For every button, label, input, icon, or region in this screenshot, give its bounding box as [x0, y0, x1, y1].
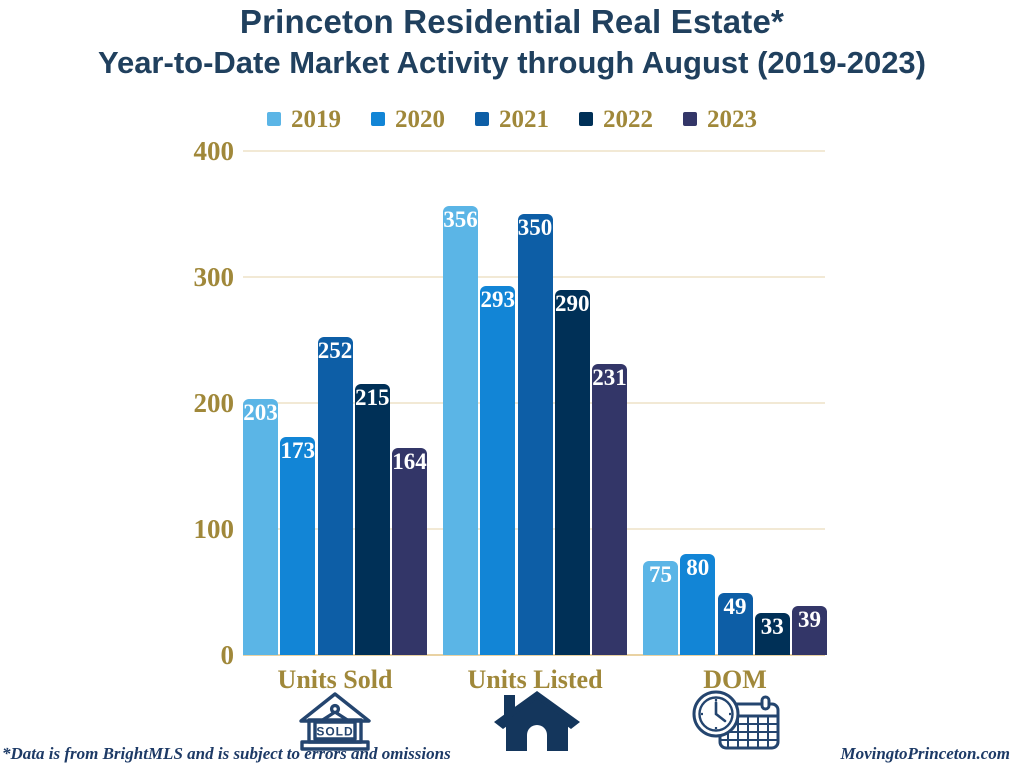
bar-value: 350 — [517, 215, 553, 240]
legend-swatch-icon — [579, 112, 593, 126]
bar-value: 75 — [649, 561, 672, 587]
legend-label: 2019 — [291, 105, 341, 133]
category-label-dom: DOM — [703, 665, 767, 694]
bar-group-units-sold: 203 173 252 215 164 — [243, 151, 427, 655]
bar-2023-dom: 39 — [792, 605, 827, 655]
clock-calendar-icon — [682, 690, 792, 752]
bar-value: 203 — [243, 400, 278, 426]
bar-2020-units-sold: 173 — [280, 437, 316, 655]
legend-item-2020: 2020 — [371, 107, 445, 132]
legend-swatch-icon — [371, 112, 385, 126]
legend-label: 2022 — [603, 105, 653, 133]
bar-2022-units-sold: 215 — [354, 384, 390, 655]
y-tick-100: 100 — [193, 514, 235, 544]
bar-value: 33 — [760, 614, 784, 640]
bar-2021-dom: 49 — [717, 593, 753, 655]
legend-item-2019: 2019 — [267, 107, 341, 132]
legend-label: 2023 — [707, 105, 757, 133]
bar-2019-units-sold: 203 — [243, 399, 278, 655]
bar-2020-dom: 80 — [680, 554, 716, 655]
bar-2023-units-sold: 164 — [392, 448, 427, 655]
legend-item-2021: 2021 — [475, 107, 549, 132]
y-tick-200: 200 — [193, 388, 235, 418]
sold-house-icon: SOLD — [280, 690, 390, 752]
chart-plot-area: 203 173 252 215 164 356 293 350 290 231 75 80 49 33 39 — [243, 150, 827, 656]
gridline-400 — [243, 150, 825, 152]
bar-2019-dom: 75 — [643, 560, 678, 655]
legend-swatch-icon — [683, 112, 697, 126]
bar-2023-units-listed: 231 — [592, 363, 627, 655]
y-tick-400: 400 — [193, 136, 235, 166]
bar-2021-units-sold: 252 — [317, 337, 353, 655]
footnote-source: *Data is from BrightMLS and is subject t… — [2, 744, 451, 763]
x-axis-line — [243, 654, 825, 656]
bar-2022-dom: 33 — [754, 613, 790, 655]
bar-value: 293 — [480, 286, 516, 312]
bar-value: 39 — [798, 606, 821, 632]
bar-value: 356 — [443, 207, 478, 233]
sold-sign-text: SOLD — [316, 725, 353, 739]
bar-value: 215 — [355, 385, 390, 411]
legend-label: 2020 — [395, 105, 445, 133]
legend-swatch-icon — [267, 112, 281, 126]
legend-swatch-icon — [475, 112, 489, 126]
page-subtitle: Year-to-Date Market Activity through Aug… — [97, 45, 926, 80]
y-tick-0: 0 — [220, 640, 235, 670]
y-tick-300: 300 — [193, 262, 235, 292]
bar-value: 173 — [280, 438, 316, 464]
bar-value: 164 — [392, 449, 427, 475]
legend-label: 2021 — [499, 105, 549, 133]
bar-value: 231 — [592, 364, 627, 390]
bar-2020-units-listed: 293 — [480, 285, 516, 655]
bar-value: 49 — [723, 594, 747, 620]
category-label-units-listed: Units Listed — [467, 665, 603, 694]
house-icon — [482, 690, 592, 752]
page-title: Princeton Residential Real Estate* — [239, 3, 785, 40]
category-label-units-sold: Units Sold — [277, 665, 393, 694]
bar-value: 290 — [555, 290, 590, 316]
bar-2019-units-listed: 356 — [443, 206, 478, 655]
footer-website: MovingtoPrinceton.com — [840, 744, 1010, 763]
bar-2022-units-listed: 290 — [554, 289, 590, 655]
bar-group-dom: 75 80 49 33 39 — [643, 151, 827, 655]
bar-value: 252 — [317, 338, 353, 364]
chart-legend: 2019 2020 2021 2022 2023 — [0, 104, 1024, 134]
legend-item-2023: 2023 — [683, 107, 757, 132]
legend-item-2022: 2022 — [579, 107, 653, 132]
bar-value: 80 — [686, 555, 710, 581]
bar-group-units-listed: 356 293 350 290 231 — [443, 151, 627, 655]
bar-2021-units-listed: 350 — [517, 214, 553, 655]
